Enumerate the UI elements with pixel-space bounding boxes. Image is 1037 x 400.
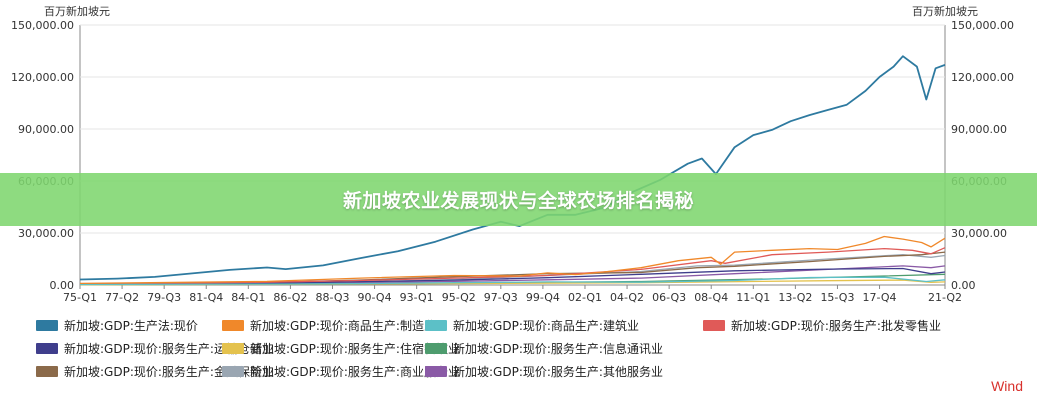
series-line-5 — [79, 267, 946, 285]
legend-swatch — [425, 319, 447, 331]
legend-label: 新加坡:GDP:现价:服务生产:批发零售业 — [731, 318, 941, 333]
legend-item[interactable]: 新加坡:GDP:现价:服务生产:商业服务业 — [222, 363, 460, 379]
legend-label: 新加坡:GDP:现价:商品生产:制造业 — [250, 318, 436, 333]
y-tick-label-right: 90,000.00 — [951, 123, 1007, 136]
x-tick-label: 75-Q1 — [63, 291, 97, 304]
legend-swatch — [36, 365, 58, 377]
legend-swatch — [222, 319, 244, 331]
legend-item[interactable]: 新加坡:GDP:现价:服务生产:信息通讯业 — [425, 340, 663, 356]
legend-swatch — [36, 342, 58, 354]
y-axis-right: 0.0030,000.0060,000.0090,000.00120,000.0… — [951, 19, 1014, 292]
x-tick-label: 90-Q4 — [358, 291, 392, 304]
legend-item[interactable]: 新加坡:GDP:生产法:现价 — [36, 317, 198, 333]
series-line-8 — [79, 251, 946, 286]
legend-item[interactable]: 新加坡:GDP:现价:服务生产:其他服务业 — [425, 363, 663, 379]
banner-title: 新加坡农业发展现状与全球农场排名揭秘 — [342, 190, 694, 212]
x-tick-label: 08-Q4 — [694, 291, 728, 304]
legend-item[interactable]: 新加坡:GDP:现价:服务生产:批发零售业 — [703, 317, 941, 333]
series-line-4 — [79, 247, 946, 285]
y-tick-label-left: 90,000.00 — [18, 123, 74, 136]
series-line-3 — [79, 276, 946, 286]
x-tick-label: 77-Q2 — [105, 291, 139, 304]
legend-swatch — [222, 342, 244, 354]
x-tick-label: 84-Q1 — [231, 291, 265, 304]
x-tick-label: 81-Q4 — [189, 291, 223, 304]
legend-item[interactable]: 新加坡:GDP:现价:服务生产:金融保险业 — [36, 363, 274, 379]
legend-label: 新加坡:GDP:现价:服务生产:金融保险业 — [64, 364, 274, 379]
x-tick-label: 04-Q2 — [610, 291, 644, 304]
legend-swatch — [36, 319, 58, 331]
y-axis-left: 0.0030,000.0060,000.0090,000.00120,000.0… — [11, 19, 74, 292]
x-tick-label: 15-Q3 — [820, 291, 854, 304]
series-line-2 — [79, 235, 946, 285]
y-tick-label-right: 120,000.00 — [951, 71, 1014, 84]
y-tick-label-right: 30,000.00 — [951, 227, 1007, 240]
y-axis-unit-right: 百万新加坡元 — [912, 5, 978, 18]
series-line-1 — [79, 55, 946, 281]
x-tick-label: 93-Q1 — [400, 291, 434, 304]
x-tick-label: 06-Q3 — [652, 291, 686, 304]
x-tick-label: 13-Q2 — [778, 291, 812, 304]
x-tick-label: 88-Q3 — [315, 291, 349, 304]
legend-label: 新加坡:GDP:现价:服务生产:商业服务业 — [250, 364, 460, 379]
x-tick-label: 11-Q1 — [736, 291, 770, 304]
title-banner: 新加坡农业发展现状与全球农场排名揭秘 — [0, 173, 1037, 226]
x-tick-label: 97-Q3 — [484, 291, 518, 304]
x-tick-label: 17-Q4 — [863, 291, 897, 304]
legend-label: 新加坡:GDP:现价:服务生产:其他服务业 — [453, 364, 663, 379]
y-axis-unit-left: 百万新加坡元 — [44, 5, 110, 18]
y-tick-label-left: 150,000.00 — [11, 19, 74, 32]
legend-item[interactable]: 新加坡:GDP:现价:服务生产:住宿餐饮业 — [222, 340, 460, 356]
y-tick-label-left: 120,000.00 — [11, 71, 74, 84]
legend-swatch — [425, 342, 447, 354]
y-tick-label-right: 0.00 — [951, 279, 976, 292]
legend-label: 新加坡:GDP:生产法:现价 — [64, 318, 198, 333]
legend-label: 新加坡:GDP:现价:服务生产:住宿餐饮业 — [250, 341, 460, 356]
y-tick-label-left: 0.00 — [50, 279, 75, 292]
legend-swatch — [222, 365, 244, 377]
chart-grid — [79, 24, 946, 286]
series-lines — [79, 55, 946, 286]
y-tick-label-right: 150,000.00 — [951, 19, 1014, 32]
x-axis: 75-Q1 77-Q2 79-Q3 81-Q4 84-Q1 86-Q2 88-Q3 90-Q4… — [63, 285, 962, 304]
y-tick-label-left: 30,000.00 — [18, 227, 74, 240]
wind-watermark: Wind — [991, 378, 1023, 394]
legend-label: 新加坡:GDP:现价:商品生产:建筑业 — [453, 318, 639, 333]
legend-item[interactable]: 新加坡:GDP:现价:商品生产:建筑业 — [425, 317, 639, 333]
x-tick-label: 95-Q2 — [442, 291, 476, 304]
legend-label: 新加坡:GDP:现价:服务生产:信息通讯业 — [453, 341, 663, 356]
legend-item[interactable]: 新加坡:GDP:现价:商品生产:制造业 — [222, 317, 436, 333]
legend-label: 新加坡:GDP:现价:服务生产:运输仓储业 — [64, 341, 274, 356]
legend-swatch — [425, 365, 447, 377]
x-tick-label: 86-Q2 — [273, 291, 307, 304]
x-tick-label: 21-Q2 — [928, 291, 962, 304]
x-tick-label: 79-Q3 — [147, 291, 181, 304]
legend-swatch — [703, 319, 725, 331]
x-tick-label: 99-Q4 — [526, 291, 560, 304]
series-line-10 — [79, 265, 946, 286]
legend-item[interactable]: 新加坡:GDP:现价:服务生产:运输仓储业 — [36, 340, 274, 356]
x-tick-label: 02-Q1 — [568, 291, 602, 304]
